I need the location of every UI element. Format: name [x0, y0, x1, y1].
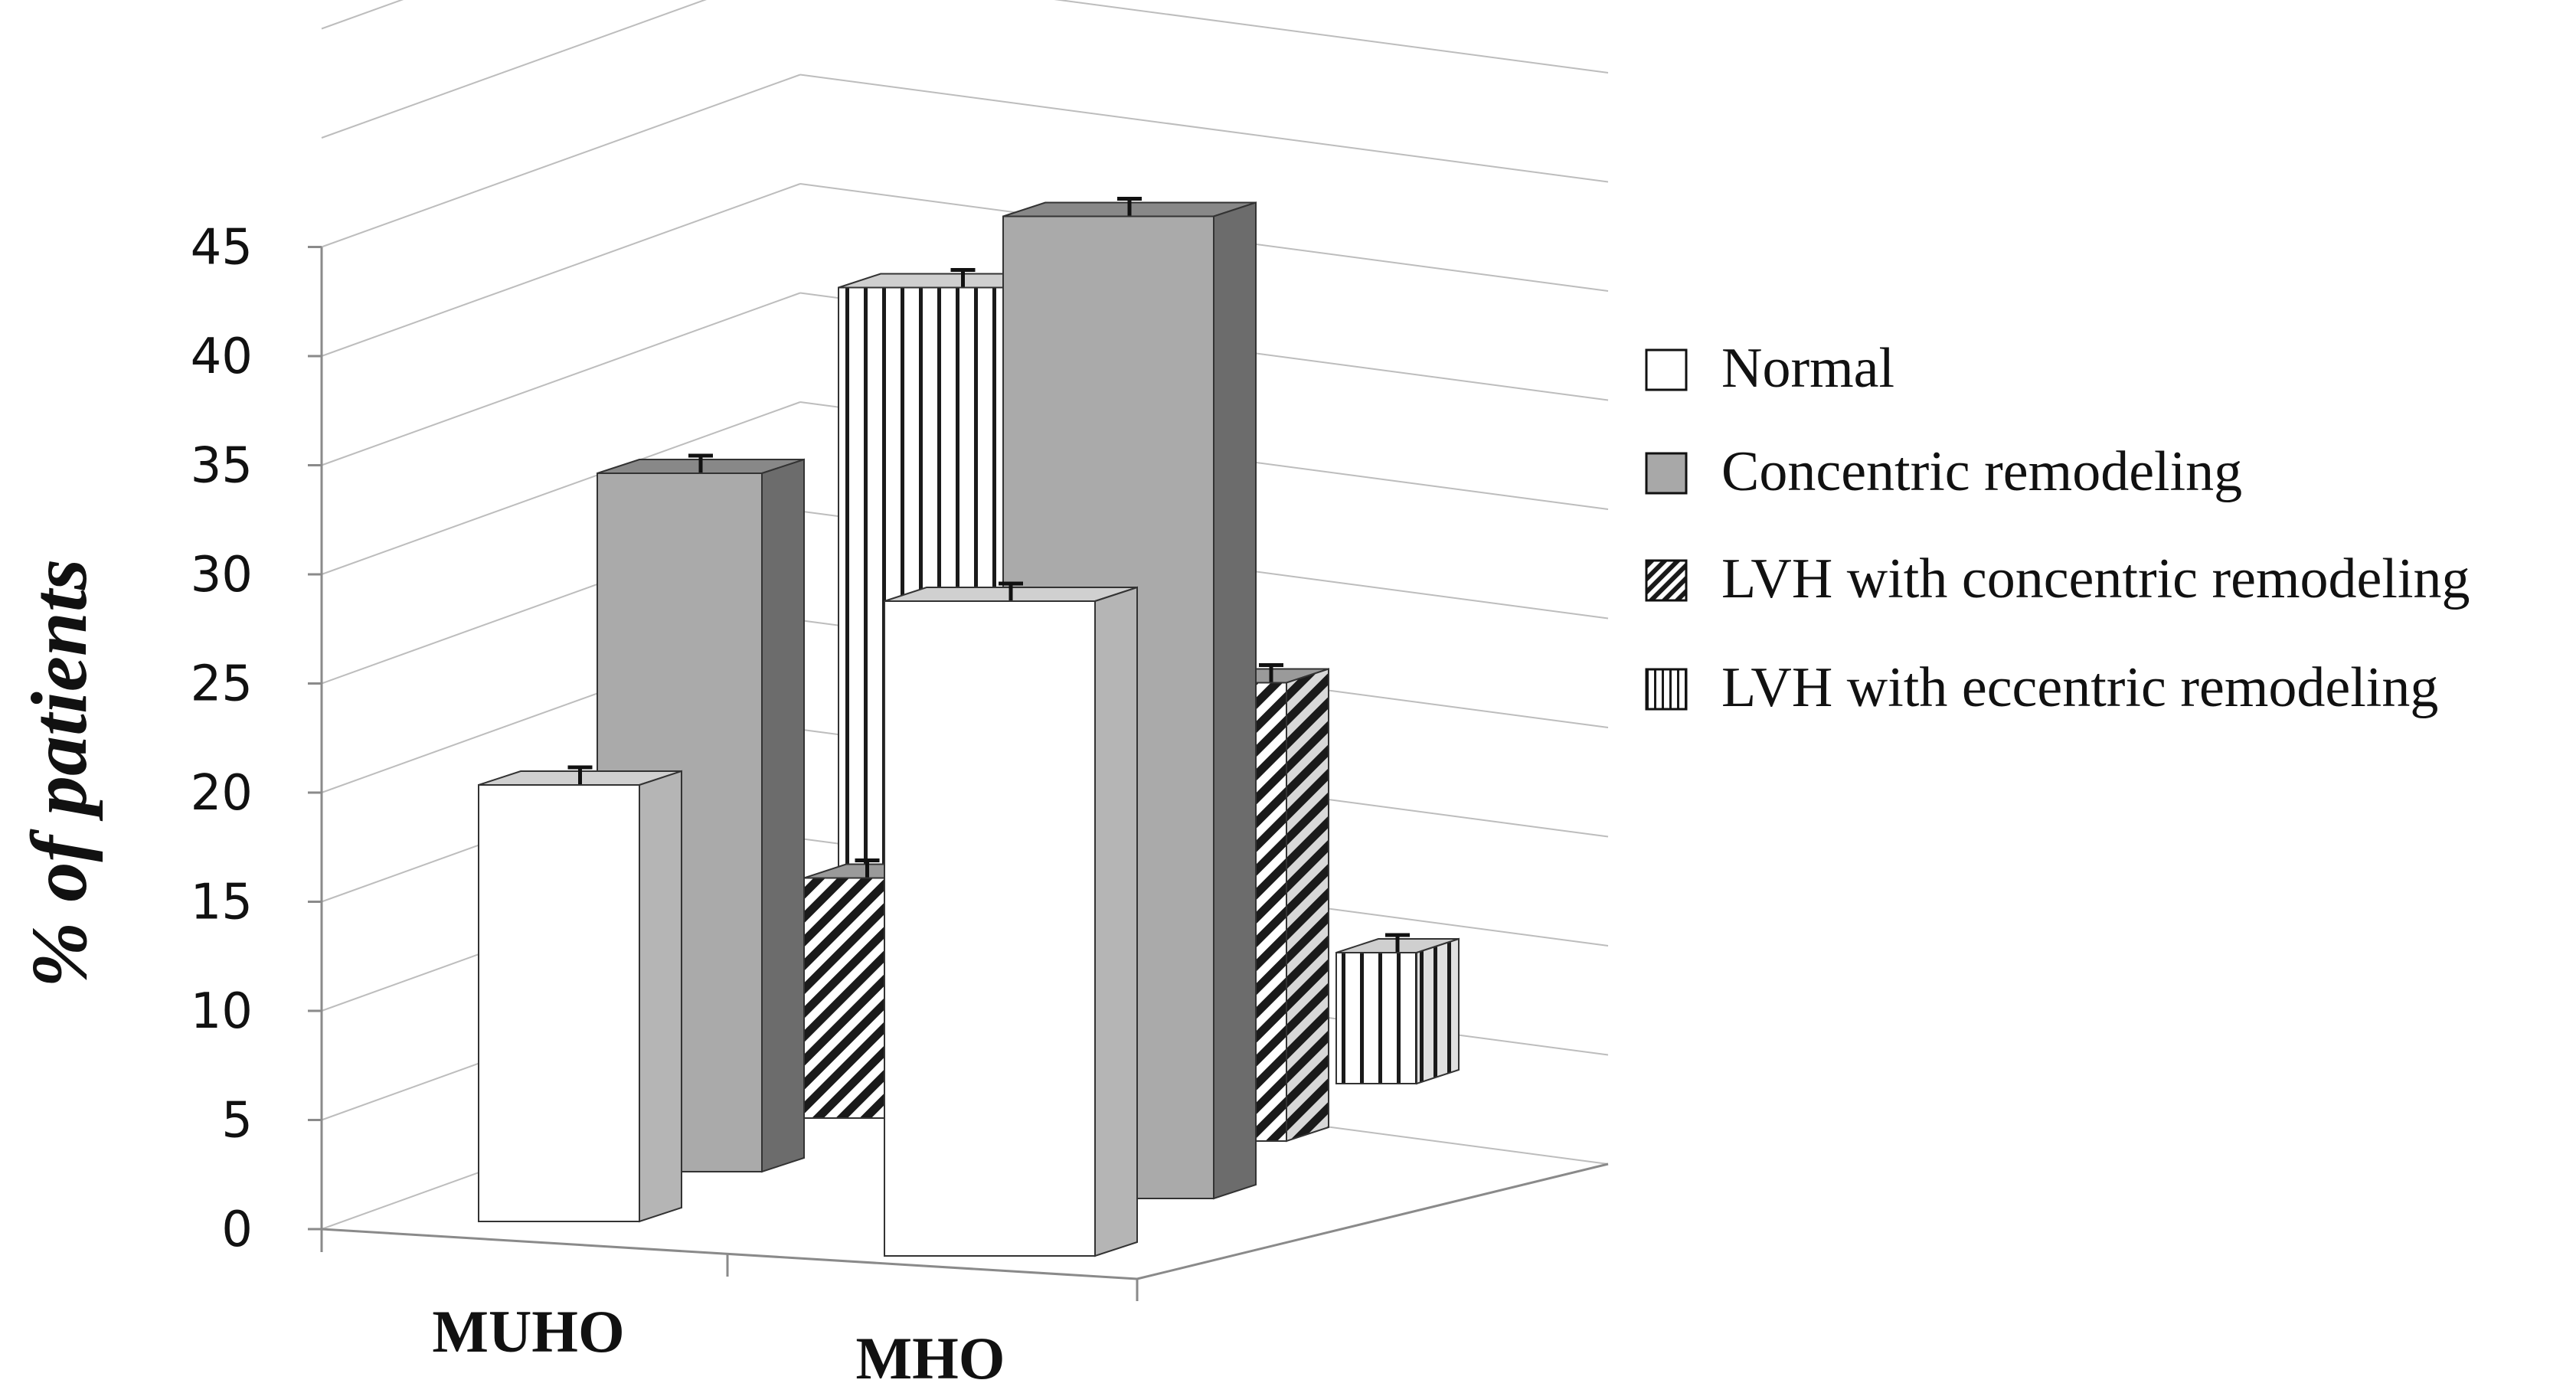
y-axis-label: % of patients	[15, 559, 103, 988]
y-tick-label: 35	[191, 438, 253, 495]
y-tick-label: 30	[191, 547, 253, 603]
legend-swatch	[1645, 668, 1688, 711]
legend-swatch	[1645, 348, 1688, 391]
gridline	[321, 0, 707, 139]
bar-side	[1213, 201, 1257, 1200]
bar-side	[1094, 586, 1138, 1257]
bar-white-mho	[884, 581, 1138, 1257]
axis-layer: 0 5 10 15 20 25 30 35 40 45 MUHO MHO	[191, 220, 1139, 1391]
bar-vertical-mho	[1335, 933, 1460, 1085]
gridline	[321, 183, 801, 357]
y-tick-label: 20	[191, 765, 253, 822]
legend-label: LVH with eccentric remodeling	[1721, 656, 2438, 719]
x-category-label: MHO	[856, 1325, 1005, 1391]
legend-label: Normal	[1721, 337, 1894, 400]
bar-front	[803, 877, 889, 1119]
gridline	[321, 0, 404, 30]
bar-side	[1416, 937, 1460, 1085]
legend-label: LVH with concentric remodeling	[1721, 548, 2470, 610]
legend-item: Concentric remodeling	[1645, 440, 2242, 503]
legend-item: LVH with concentric remodeling	[1645, 548, 2470, 610]
y-tick-label: 5	[221, 1093, 253, 1149]
gridline	[321, 292, 801, 466]
bar-front	[478, 784, 640, 1222]
legend-swatch	[1645, 452, 1688, 495]
y-tick-label: 0	[221, 1202, 253, 1258]
legend-swatch	[1645, 559, 1688, 602]
legend-item: Normal	[1645, 337, 1894, 400]
bar-side	[639, 770, 682, 1223]
x-category-label: MUHO	[432, 1298, 624, 1365]
bar-side	[761, 458, 805, 1173]
y-tick-label: 25	[191, 656, 253, 713]
bar-front	[884, 600, 1096, 1257]
legend-label: Concentric remodeling	[1721, 440, 2242, 503]
gridline	[321, 401, 801, 575]
legend: Normal Concentric remodeling LVH with conc…	[1645, 337, 2470, 719]
gridline	[799, 74, 1609, 183]
gridline	[321, 74, 801, 248]
y-tick-label: 40	[191, 329, 253, 385]
bar-front	[1335, 952, 1417, 1084]
bars-layer	[478, 197, 1460, 1257]
bar-side	[1286, 668, 1329, 1143]
y-tick-label: 15	[191, 875, 253, 931]
y-tick-label: 45	[191, 220, 253, 276]
gridline	[1054, 0, 1609, 74]
legend-item: LVH with eccentric remodeling	[1645, 656, 2438, 719]
y-tick-label: 10	[191, 983, 253, 1040]
bar-white-muho	[478, 765, 682, 1223]
